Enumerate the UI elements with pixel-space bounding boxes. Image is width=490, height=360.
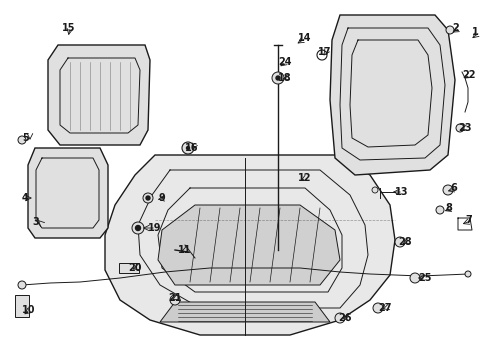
Circle shape <box>465 271 471 277</box>
Text: 5: 5 <box>22 133 29 143</box>
Polygon shape <box>330 15 455 175</box>
Text: 19: 19 <box>148 223 162 233</box>
Text: 18: 18 <box>278 73 292 83</box>
Circle shape <box>18 136 26 144</box>
Circle shape <box>443 185 453 195</box>
Text: 22: 22 <box>462 70 475 80</box>
Circle shape <box>335 313 345 323</box>
Polygon shape <box>48 45 150 145</box>
Circle shape <box>170 295 180 305</box>
Text: 15: 15 <box>62 23 75 33</box>
Polygon shape <box>105 155 395 335</box>
Circle shape <box>410 273 420 283</box>
Text: 8: 8 <box>445 203 452 213</box>
Text: 17: 17 <box>318 47 332 57</box>
Text: 9: 9 <box>158 193 165 203</box>
Circle shape <box>136 225 141 230</box>
Polygon shape <box>160 302 330 322</box>
FancyBboxPatch shape <box>15 295 29 317</box>
Text: 14: 14 <box>298 33 312 43</box>
Circle shape <box>187 147 190 149</box>
Text: 23: 23 <box>458 123 471 133</box>
Text: 27: 27 <box>378 303 392 313</box>
Text: 1: 1 <box>472 27 479 37</box>
Text: 3: 3 <box>32 217 39 227</box>
Circle shape <box>272 72 284 84</box>
Circle shape <box>146 196 150 200</box>
Circle shape <box>456 124 464 132</box>
Circle shape <box>436 206 444 214</box>
Text: 10: 10 <box>22 305 35 315</box>
Text: 25: 25 <box>418 273 432 283</box>
Text: 13: 13 <box>395 187 409 197</box>
Text: 16: 16 <box>185 143 198 153</box>
Circle shape <box>18 281 26 289</box>
Text: 7: 7 <box>465 215 472 225</box>
Circle shape <box>395 237 405 247</box>
Circle shape <box>276 76 280 80</box>
Text: 2: 2 <box>452 23 459 33</box>
Text: 4: 4 <box>22 193 29 203</box>
Text: 20: 20 <box>128 263 142 273</box>
Circle shape <box>182 142 194 154</box>
Text: 12: 12 <box>298 173 312 183</box>
Circle shape <box>132 222 144 234</box>
Text: 26: 26 <box>338 313 351 323</box>
Circle shape <box>372 187 378 193</box>
Polygon shape <box>158 205 340 285</box>
Text: 28: 28 <box>398 237 412 247</box>
FancyBboxPatch shape <box>119 263 139 273</box>
Text: 11: 11 <box>178 245 192 255</box>
Circle shape <box>143 193 153 203</box>
Text: 21: 21 <box>168 293 181 303</box>
Circle shape <box>446 26 454 34</box>
Circle shape <box>373 303 383 313</box>
Text: 24: 24 <box>278 57 292 67</box>
Polygon shape <box>28 148 108 238</box>
Text: 6: 6 <box>450 183 457 193</box>
